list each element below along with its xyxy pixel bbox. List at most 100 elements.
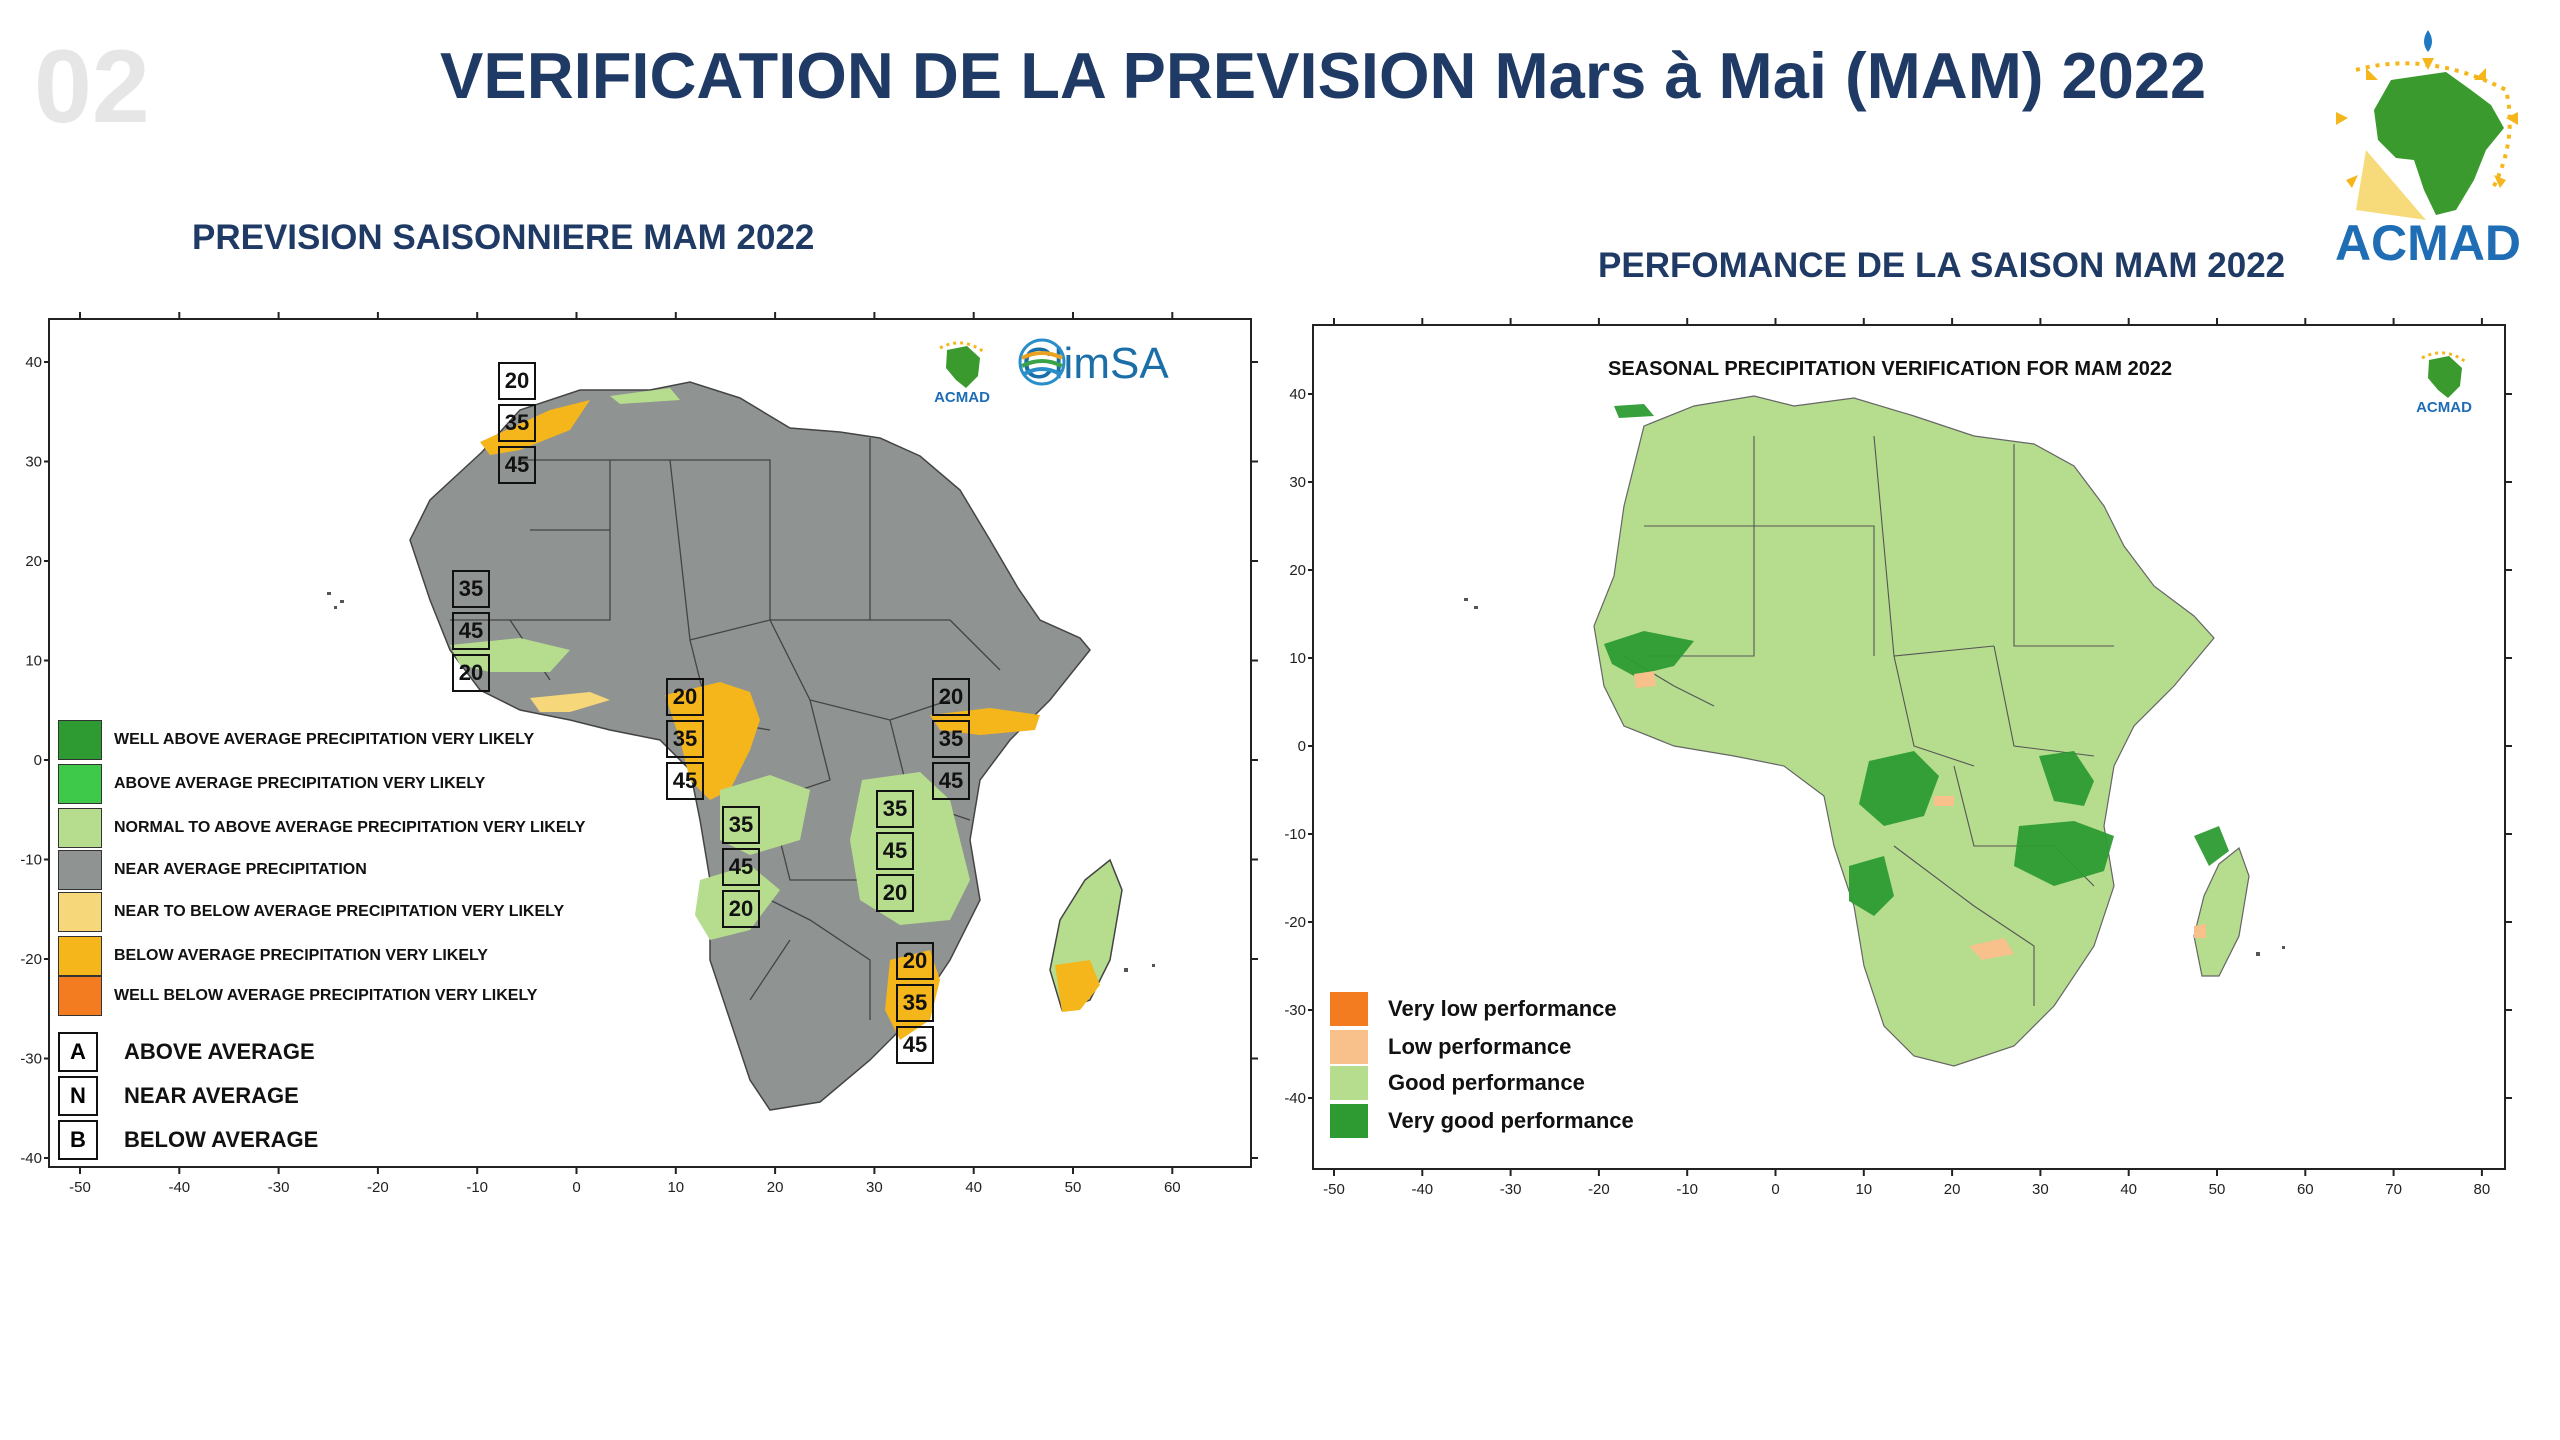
probability-value: 35: [452, 570, 490, 608]
performance-label: Very low performance: [1388, 996, 1617, 1021]
legend-item: WELL BELOW AVERAGE PRECIPITATION VERY LI…: [58, 976, 537, 1016]
legend-label: WELL BELOW AVERAGE PRECIPITATION VERY LI…: [114, 987, 538, 1004]
y-tick-label: 0: [34, 752, 42, 769]
y-tick-label: -20: [20, 951, 42, 968]
performance-heading: PERFOMANCE DE LA SAISON MAM 2022: [1598, 246, 2286, 285]
probability-value: 45: [876, 832, 914, 870]
y-tick-label: 0: [1298, 738, 1306, 755]
forecast-heading: PREVISION SAISONNIERE MAM 2022: [192, 218, 815, 257]
probability-value: 20: [722, 890, 760, 928]
probability-value: 35: [666, 720, 704, 758]
climsa-globe-icon: [1018, 338, 1066, 386]
legend-label: NEAR TO BELOW AVERAGE PRECIPITATION VERY…: [114, 903, 565, 920]
x-tick-label: 0: [1771, 1181, 1779, 1198]
y-tick-label: -30: [1284, 1002, 1306, 1019]
y-tick-label: -10: [1284, 826, 1306, 843]
slide-title: VERIFICATION DE LA PREVISION Mars à Mai …: [440, 39, 2207, 112]
performance-legend-item: Low performance: [1330, 1030, 1571, 1064]
performance-label: Good performance: [1388, 1070, 1585, 1095]
x-tick-label: 60: [1164, 1179, 1181, 1196]
probability-value: 45: [666, 762, 704, 800]
y-tick-label: 20: [1289, 562, 1306, 579]
legend-swatch: [58, 936, 102, 976]
probability-value: 45: [452, 612, 490, 650]
x-tick-label: 60: [2297, 1181, 2314, 1198]
abn-item: A ABOVE AVERAGE: [58, 1032, 315, 1072]
x-tick-label: -30: [1500, 1181, 1522, 1198]
probability-value: 35: [498, 404, 536, 442]
performance-swatch: [1330, 992, 1368, 1026]
probability-value: 20: [452, 654, 490, 692]
probability-value: 45: [722, 848, 760, 886]
acmad-mini-icon-right: ACMAD: [2416, 351, 2472, 416]
performance-legend-item: Very low performance: [1330, 992, 1617, 1026]
probability-box-group: 35 45 20: [722, 806, 760, 932]
probability-value: 35: [896, 984, 934, 1022]
probability-value: 45: [498, 446, 536, 484]
y-tick-label: -40: [20, 1150, 42, 1167]
x-tick-label: -50: [69, 1179, 91, 1196]
probability-box-group: 20 35 45: [666, 678, 704, 804]
svg-text:ACMAD: ACMAD: [2416, 399, 2472, 416]
slide-number: 02: [34, 29, 150, 145]
forecast-map: -50 -40 -30 -20 -10 0 10 20 30 40 50 60 40 30 20 10 0 -1…: [20, 312, 1258, 1196]
probability-value: 35: [722, 806, 760, 844]
abn-label: BELOW AVERAGE: [124, 1127, 319, 1152]
probability-value: 20: [498, 362, 536, 400]
x-tick-label: -30: [268, 1179, 290, 1196]
x-tick-label: -40: [168, 1179, 190, 1196]
y-tick-label: 30: [25, 454, 42, 471]
legend-item: NEAR TO BELOW AVERAGE PRECIPITATION VERY…: [58, 892, 564, 932]
acmad-logo: ACMAD: [2296, 10, 2560, 271]
verification-map-panel: -50 -40 -30 -20 -10 0 10 20 30 40 50 60 70 80 40 30 20 1…: [1284, 318, 2512, 1198]
abn-item: N NEAR AVERAGE: [58, 1076, 299, 1116]
performance-swatch: [1330, 1066, 1368, 1100]
abn-letter: N: [58, 1076, 98, 1116]
x-tick-label: -20: [367, 1179, 389, 1196]
y-tick-label: -20: [1284, 914, 1306, 931]
x-tick-label: 40: [2120, 1181, 2137, 1198]
y-tick-label: -40: [1284, 1090, 1306, 1107]
y-tick-label: -10: [20, 852, 42, 869]
x-tick-label: 30: [2032, 1181, 2049, 1198]
legend-item: BELOW AVERAGE PRECIPITATION VERY LIKELY: [58, 936, 488, 976]
x-tick-label: 20: [1944, 1181, 1961, 1198]
y-tick-label: 40: [1289, 386, 1306, 403]
x-tick-label: -50: [1323, 1181, 1345, 1198]
performance-swatch: [1330, 1104, 1368, 1138]
legend-swatch: [58, 850, 102, 890]
legend-label: ABOVE AVERAGE PRECIPITATION VERY LIKELY: [114, 775, 486, 792]
x-tick-label: 50: [2209, 1181, 2226, 1198]
y-tick-label: 40: [25, 354, 42, 371]
legend-swatch: [58, 976, 102, 1016]
legend-item: WELL ABOVE AVERAGE PRECIPITATION VERY LI…: [58, 720, 534, 760]
x-tick-label: 10: [1855, 1181, 1872, 1198]
africa-verification-landmass: [1593, 395, 2215, 1067]
acmad-small-logo-right: ACMAD: [2404, 338, 2484, 418]
probability-box-group: 20 35 45: [498, 362, 536, 488]
probability-value: 35: [876, 790, 914, 828]
acmad-small-logo: ACMAD: [922, 328, 1002, 408]
legend-swatch: [58, 764, 102, 804]
performance-label: Low performance: [1388, 1034, 1572, 1059]
performance-legend-item: Good performance: [1330, 1066, 1585, 1100]
probability-value: 20: [876, 874, 914, 912]
y-tick-label: -30: [20, 1051, 42, 1068]
performance-swatch: [1330, 1030, 1368, 1064]
legend-swatch: [58, 808, 102, 848]
x-tick-label: 30: [866, 1179, 883, 1196]
verification-map: -50 -40 -30 -20 -10 0 10 20 30 40 50 60 70 80 40 30 20 1…: [1284, 318, 2512, 1198]
probability-value: 20: [666, 678, 704, 716]
x-tick-label: -10: [466, 1179, 488, 1196]
probability-box-group: 20 35 45: [932, 678, 970, 804]
x-tick-label: 10: [667, 1179, 684, 1196]
probability-value: 20: [932, 678, 970, 716]
x-tick-label: -40: [1411, 1181, 1433, 1198]
abn-label: NEAR AVERAGE: [124, 1083, 299, 1108]
probability-box-group: 35 45 20: [452, 570, 490, 696]
legend-swatch: [58, 892, 102, 932]
legend-label: NEAR AVERAGE PRECIPITATION: [114, 861, 367, 878]
legend-label: BELOW AVERAGE PRECIPITATION VERY LIKELY: [114, 947, 488, 964]
probability-box-group: 20 35 45: [896, 942, 934, 1068]
x-tick-label: 40: [965, 1179, 982, 1196]
